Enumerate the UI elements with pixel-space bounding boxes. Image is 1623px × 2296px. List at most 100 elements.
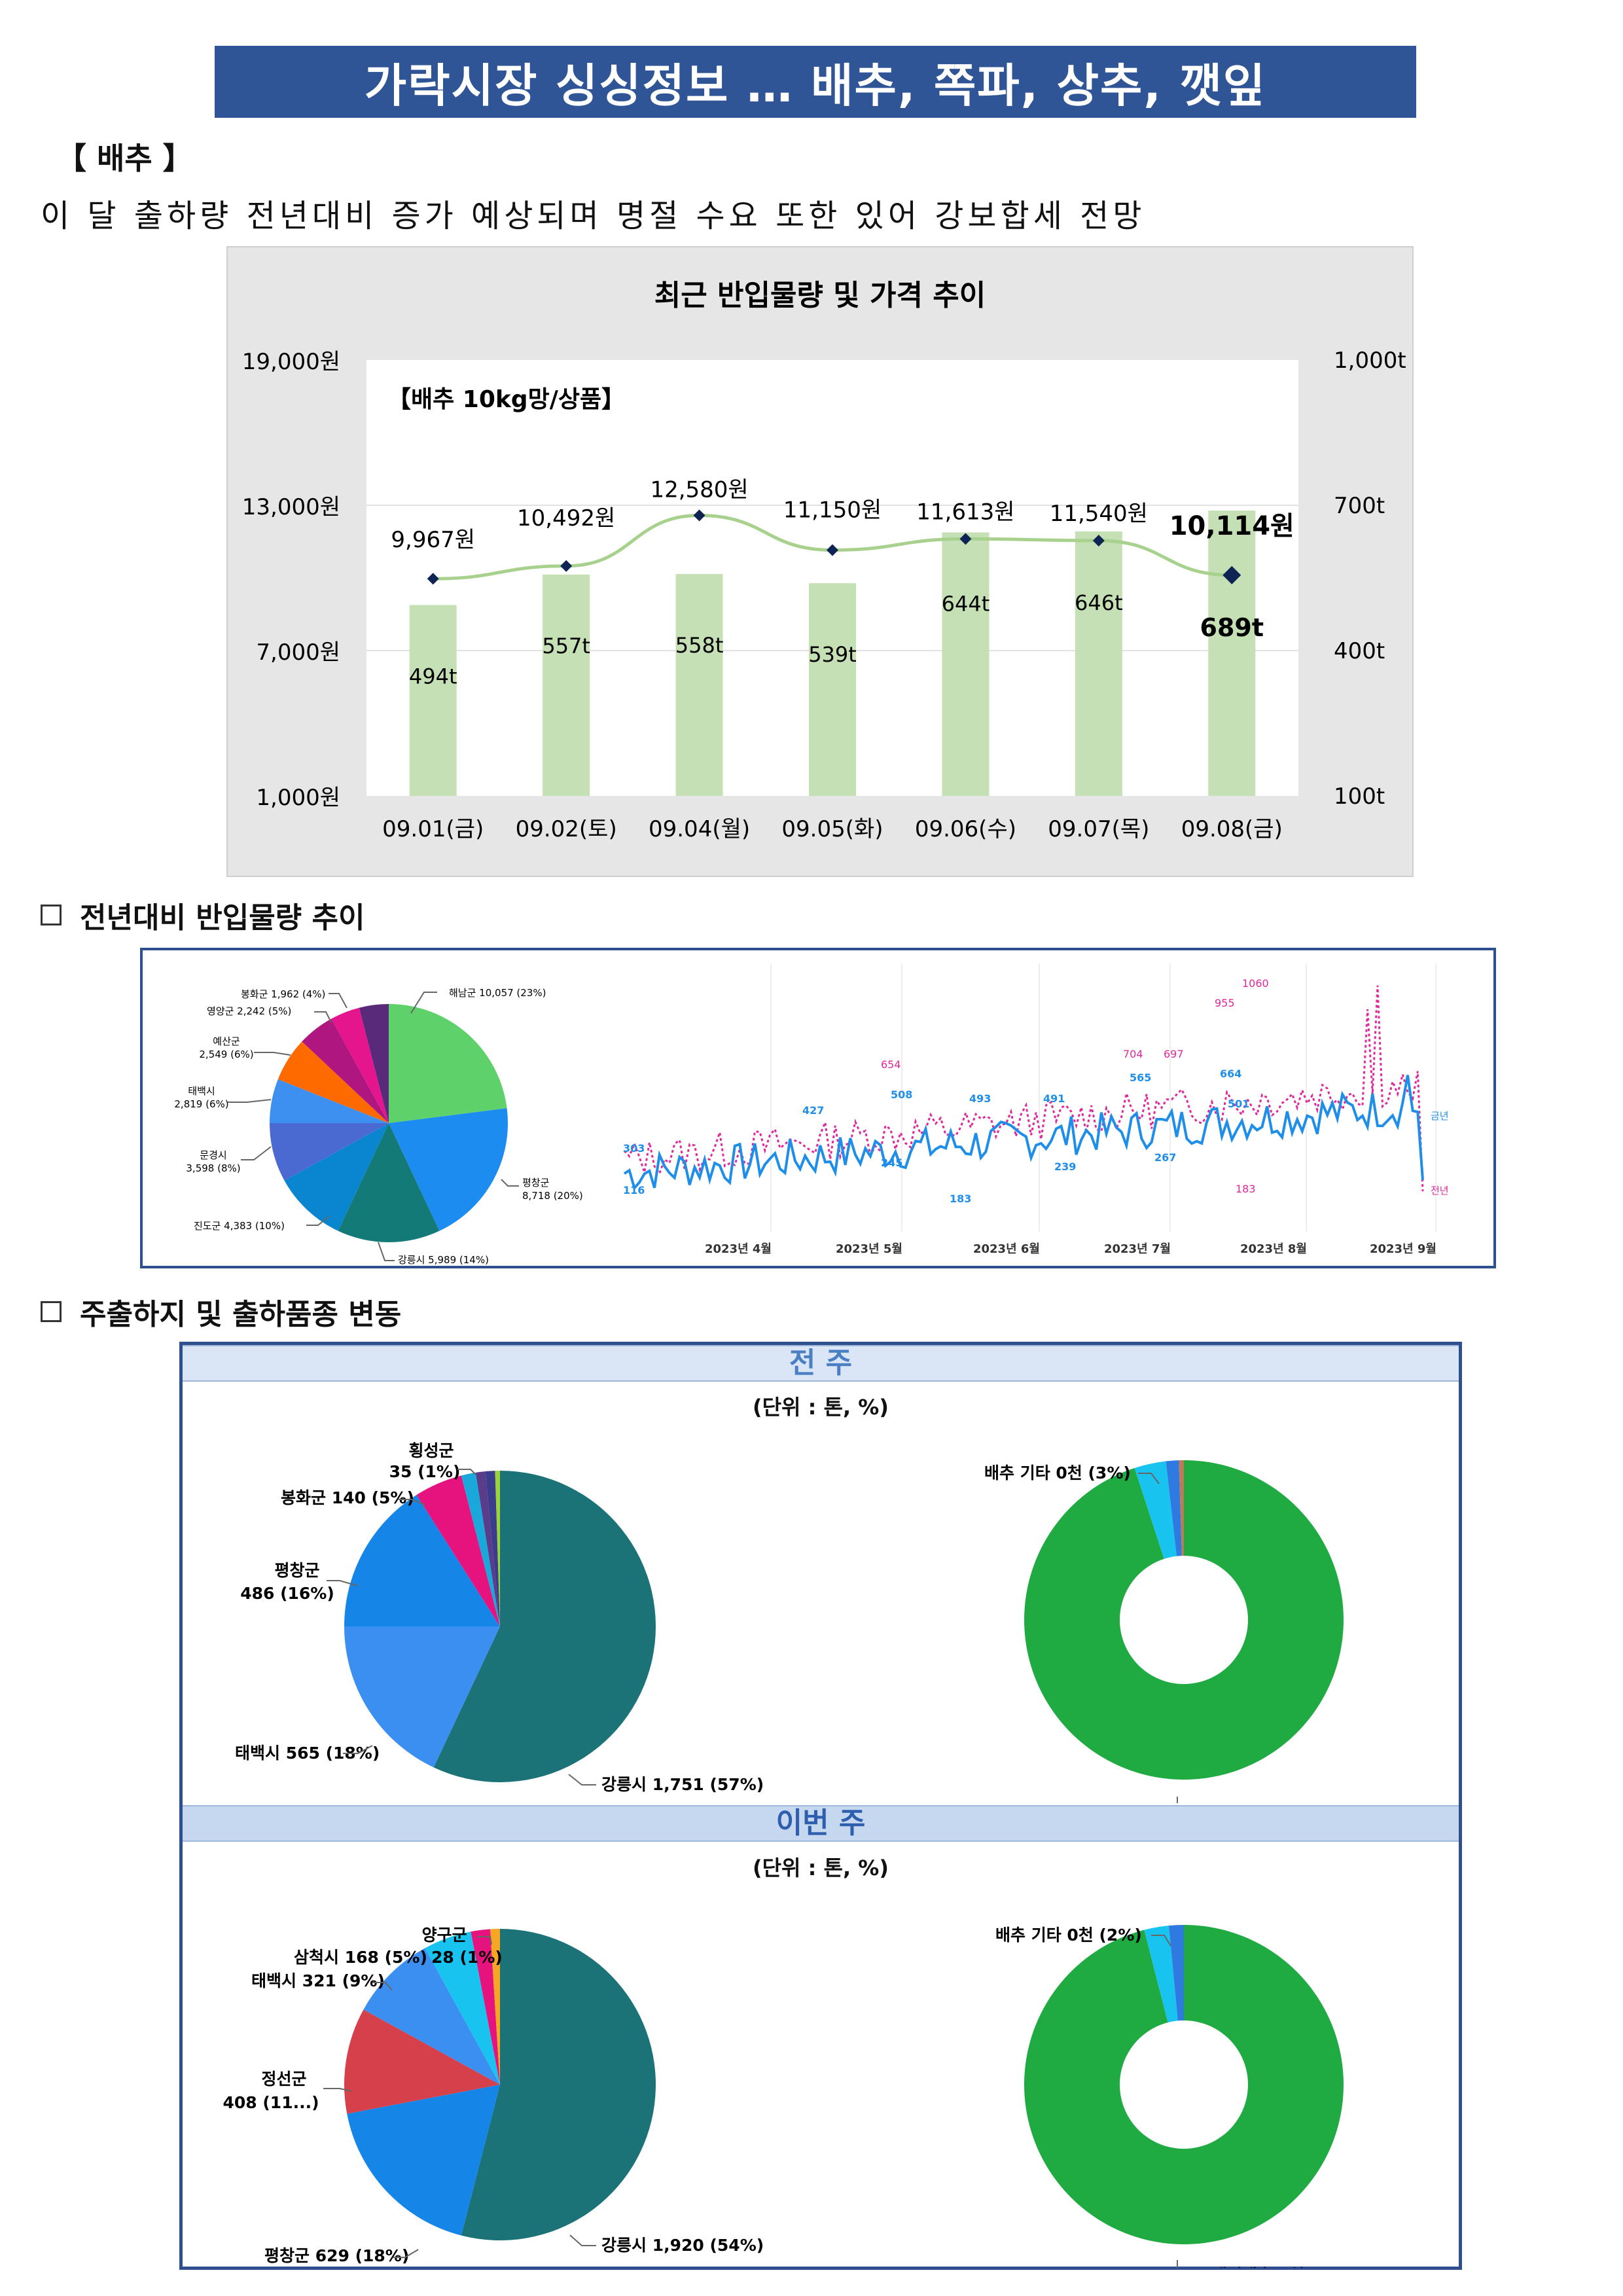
left-tick-label: 1,000원 [256,785,340,811]
this-region-label: 정선군 [261,2070,306,2089]
this-region-slice [347,2085,500,2236]
this-region-label: 408 (11...) [223,2093,319,2112]
prev-variety-slice [1179,1460,1184,1556]
prev-region-slice [344,1626,500,1768]
month-label: 2023년 5월 [836,1242,902,1256]
leader-line [314,1011,332,1023]
price-marker [693,509,705,522]
origin-label: 3,598 (8%) [186,1162,240,1174]
origin-label: 평창군 [522,1177,550,1189]
month-label: 2023년 4월 [705,1242,772,1256]
series-cur-label: 245 [881,1157,902,1169]
series-cur-label: 267 [1154,1151,1176,1164]
right-tick-label: 1,000t [1334,348,1406,374]
section2-label: 전년대비 반입물량 추이 [80,901,365,935]
section3-heading: 주출하지 및 출하품종 변동 [41,1291,401,1333]
right-tick-label: 100t [1334,783,1385,810]
x-tick-label: 09.08(금) [1181,816,1283,842]
origin-slice [331,1007,389,1123]
summary-text: 이 달 출하량 전년대비 증가 예상되며 명절 수요 또한 있어 강보합세 전망 [41,198,1146,234]
volume-label: 646t [1075,590,1123,615]
left-tick-label: 13,000원 [242,494,340,520]
leader-line [568,1774,596,1785]
volume-label: 557t [542,634,590,658]
prev-region-label: 평창군 [274,1561,319,1580]
this-region-slice [471,1929,500,2085]
yearly-trend-chart: 2023년 4월 2023년 5월 2023년 6월 2023년 7월 2023년 8월… [623,963,1449,1256]
origin-label: 영양군 2,242 (5%) [207,1005,291,1017]
section-heading: 【 배추 】 [56,141,193,176]
series-prev-label: 704 [1123,1048,1143,1060]
month-label: 2023년 7월 [1104,1242,1171,1256]
this-week-unit: (단위 : 톤, %) [752,1856,889,1880]
leader-line [378,1242,395,1261]
price-label: 12,580원 [650,477,748,503]
checkbox-icon [41,905,62,925]
this-week-region-pie: 강릉시 1,920 (54%) 평창군 629 (18%) 정선군 408 (11..… [223,1926,764,2265]
origin-label: 진도군 4,383 (10%) [194,1220,285,1232]
leader-line [569,2234,596,2246]
this-region-slice [425,1931,500,2085]
volume-price-chart: 최근 반입물량 및 가격 추이 1,000원 7,000원 13,000원 19,000… [226,246,1414,877]
this-region-label: 강릉시 1,920 (54%) [601,2236,764,2255]
x-tick-label: 09.06(수) [915,816,1016,842]
volume-label: 689t [1200,613,1264,642]
right-tick-label: 700t [1334,493,1385,519]
legend-cur: 금년 [1431,1110,1449,1122]
left-tick-label: 19,000원 [242,349,340,375]
x-tick-label: 09.01(금) [382,816,484,842]
prev-region-slice [495,1471,500,1626]
origin-slice [270,1079,389,1123]
origin-slice [302,1018,389,1123]
checkbox-icon [41,1301,62,1322]
leader-line [457,1469,476,1475]
volume-bar [809,583,856,796]
leader-line [501,1179,519,1187]
series-cur-label: 427 [802,1104,824,1117]
shipping-change-panel: 전 주 (단위 : 톤, %) 강릉시 1,751 (57%) 태백시 565 (… [179,1342,1462,2270]
price-marker [827,544,838,556]
leader-line [254,1052,291,1056]
price-marker [560,560,573,572]
series-prev-line [623,985,1424,1192]
this-variety-slice [1144,1926,1178,2023]
leader-line [399,1499,425,1505]
volume-bar [675,574,723,796]
price-marker [1092,535,1105,547]
leader-line [228,1099,272,1103]
series-cur-label: 491 [1043,1092,1065,1105]
leader-line [1177,2260,1178,2268]
series-cur-label: 239 [1054,1160,1076,1173]
prev-week-variety-donut: 고냉지배추 3천 (95%)배추 기타 0천 (3%) [984,1460,1364,1803]
leader-line [327,1580,359,1587]
month-label: 2023년 9월 [1370,1242,1436,1256]
this-region-label: 삼척시 168 (5%) [294,1948,427,1967]
this-week-variety-donut: 고냉지배추 3천 (96%) 배추 기타 0천 (2%) [995,1925,1364,2268]
section2-heading: 전년대비 반입물량 추이 [41,894,365,936]
series-cur-line [623,1075,1424,1191]
this-region-slice [363,1948,500,2085]
price-label: 9,967원 [391,527,475,553]
leader-line [241,1146,272,1160]
volume-label: 494t [409,664,457,689]
series-prev-label: 1060 [1242,977,1269,990]
leader-line [1138,1473,1160,1484]
price-label: 11,150원 [783,497,882,523]
chart-inner-label: 【배추 10kg망/상품】 [387,386,625,413]
price-label: 10,114원 [1169,511,1294,541]
this-variety-slice [1169,1925,1184,2021]
x-tick-label: 09.02(토) [516,816,617,842]
origin-label: 해남군 10,057 (23%) [449,987,546,999]
prev-region-slice [416,1475,500,1626]
origin-label: 태백시 [188,1085,215,1097]
this-variety-label: 배추 기타 0천 (2%) [995,1926,1142,1945]
x-tick-label: 09.05(화) [781,816,883,842]
chart-title: 최근 반입물량 및 가격 추이 [654,279,986,312]
origin-slice [389,1004,507,1123]
prev-region-slice [475,1471,500,1626]
origin-label: 8,718 (20%) [522,1190,583,1202]
prev-region-label: 35 (1%) [389,1462,461,1481]
prev-region-slice [461,1472,500,1626]
series-prev-label: 183 [1236,1183,1256,1195]
